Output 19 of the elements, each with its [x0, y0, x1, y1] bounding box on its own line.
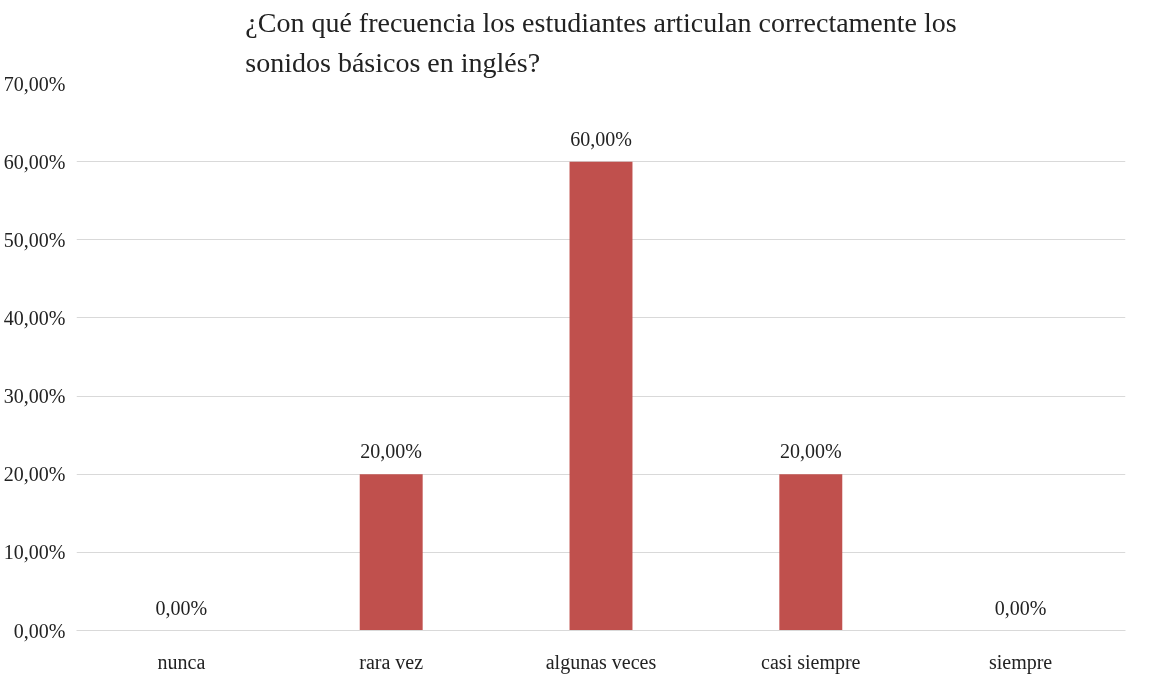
- y-tick-label: 0,00%: [13, 619, 66, 642]
- y-tick-label: 10,00%: [3, 541, 66, 564]
- chart-title: ¿Con qué frecuencia los estudiantes articulan correctamente los sonidos básicos en inglés?: [245, 7, 957, 79]
- y-tick-label: 60,00%: [3, 150, 66, 173]
- y-tick-label: 50,00%: [3, 228, 66, 251]
- y-tick-label: 30,00%: [3, 385, 66, 408]
- data-label: 0,00%: [155, 596, 208, 619]
- data-label: 60,00%: [570, 127, 632, 150]
- x-tick-label: casi siempre: [761, 650, 861, 674]
- x-tick-label: siempre: [988, 650, 1053, 674]
- y-tick-label: 70,00%: [3, 72, 66, 95]
- data-label: 20,00%: [360, 440, 423, 463]
- x-tick-label: rara vez: [359, 650, 424, 673]
- y-tick-label: 40,00%: [3, 306, 66, 329]
- y-tick-label: 20,00%: [3, 463, 66, 486]
- data-label: 0,00%: [994, 596, 1047, 619]
- data-label: 20,00%: [779, 440, 842, 463]
- x-tick-label: nunca: [157, 650, 206, 673]
- x-tick-label: algunas veces: [545, 650, 657, 674]
